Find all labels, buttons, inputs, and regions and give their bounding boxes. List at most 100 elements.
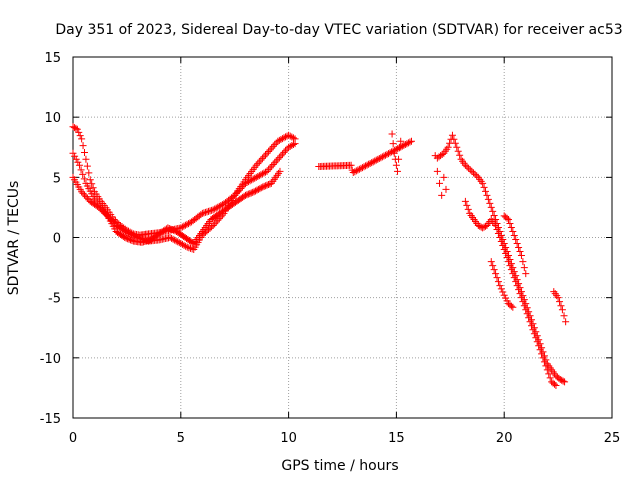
data-point [515,286,523,294]
data-point [269,160,277,168]
data-point [275,136,283,144]
data-point [503,214,511,222]
data-point [513,282,521,290]
data-point [487,258,495,266]
data-point [556,298,564,306]
data-point [102,210,110,218]
data-point [249,188,257,196]
data-point [494,229,502,237]
data-point [507,223,515,231]
data-point [274,137,282,145]
data-point [72,155,80,163]
data-point [360,163,368,171]
data-point [254,185,262,193]
data-point [234,188,242,196]
data-point [499,288,507,296]
data-point [244,190,252,198]
x-tick-label: 15 [388,431,405,446]
data-point [516,248,524,256]
data-point [368,159,376,167]
data-points [69,123,570,390]
data-point [188,245,196,253]
data-point [507,266,515,274]
data-point [559,377,567,385]
data-point [465,164,473,172]
data-point [543,366,551,374]
data-point [260,169,268,177]
data-point [254,160,262,168]
data-point [271,159,279,167]
data-point [249,175,257,183]
data-point [282,133,290,141]
data-point [235,186,243,194]
data-point [552,382,560,390]
data-point [119,232,127,240]
data-point [490,266,498,274]
data-point [538,350,546,358]
data-point [257,156,265,164]
data-point [369,158,377,166]
data-point [503,254,511,262]
data-point [69,149,77,157]
data-point [177,224,185,232]
data-point [215,202,223,210]
data-point [358,164,366,172]
data-point [247,189,255,197]
data-point [378,153,386,161]
x-tick-label: 25 [604,431,621,446]
y-tick-label: 0 [53,232,61,247]
data-point [554,294,562,302]
data-point [123,229,131,237]
data-point [82,155,90,163]
data-point [185,244,193,252]
data-point [79,189,87,197]
y-tick-label: 5 [53,171,61,186]
data-point [259,183,267,191]
data-point [377,154,385,162]
data-point [89,184,97,192]
data-point [73,125,81,133]
data-point [509,270,517,278]
data-point [349,169,357,177]
data-point [463,163,471,171]
data-point [212,204,220,212]
data-point [496,282,504,290]
axes [72,56,613,419]
y-tick-label: -5 [48,292,61,307]
data-point [75,128,83,136]
data-point [558,376,566,384]
data-point [255,158,263,166]
data-point [285,143,293,151]
data-point [482,187,490,195]
data-point [246,190,254,198]
data-point [252,161,260,169]
data-point [268,162,276,170]
data-point [286,132,294,140]
data-point [168,234,176,242]
data-point [535,342,543,350]
x-tick-label: 5 [177,431,185,446]
data-point [510,274,518,282]
data-point [86,176,94,184]
data-point [258,170,266,178]
data-point [231,191,239,199]
data-point [522,270,530,278]
data-point [355,165,363,173]
data-point [450,135,458,143]
data-point [232,190,240,198]
data-point [560,312,568,320]
data-point [468,167,476,175]
y-tick-label: -10 [40,352,61,367]
data-point [516,290,524,298]
data-point [497,238,505,246]
data-point [214,203,222,211]
data-point [80,148,88,156]
data-point [183,243,191,251]
data-point [250,188,258,196]
data-point [280,134,288,142]
data-point [365,160,373,168]
data-point [197,211,205,219]
data-point [480,223,488,231]
data-point [257,171,265,179]
data-point [352,167,360,175]
